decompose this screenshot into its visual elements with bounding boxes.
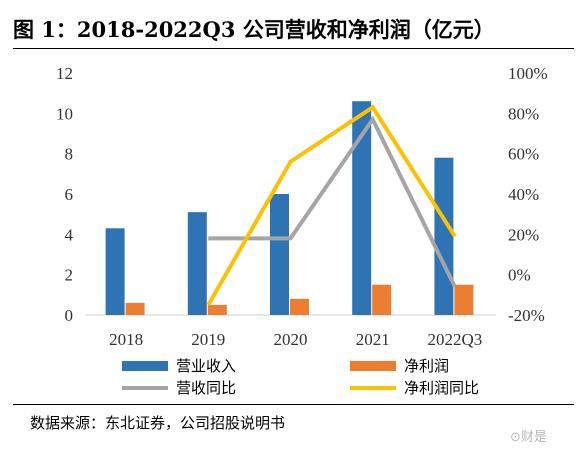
x-tick-label: 2021	[356, 330, 390, 349]
x-tick-label: 2018	[109, 330, 143, 349]
right-tick-label: 60%	[508, 145, 539, 164]
bar-净利润-2019	[207, 304, 227, 315]
x-tick-label: 2022Q3	[428, 330, 483, 349]
left-tick-label: 12	[56, 64, 73, 83]
right-tick-label: 80%	[508, 104, 539, 123]
line-营收同比	[208, 115, 457, 288]
left-tick-label: 6	[65, 185, 74, 204]
right-tick-label: 20%	[508, 225, 539, 244]
legend-swatch-净利润	[350, 361, 396, 371]
legend-swatch-营业收入	[122, 361, 168, 371]
line-净利润同比	[206, 104, 457, 306]
bar-营业收入-2020	[270, 194, 289, 315]
bar-营业收入-2021	[352, 101, 372, 315]
legend-label-净利润同比: 净利润同比	[404, 379, 479, 397]
bar-营业收入-2019	[187, 212, 207, 315]
right-tick-label: -20%	[508, 306, 545, 325]
bar-净利润-2018	[125, 302, 145, 315]
right-tick-label: 100%	[508, 64, 548, 83]
right-tick-label: 0%	[508, 266, 531, 285]
legend-label-营收同比: 营收同比	[176, 379, 236, 397]
legend-label-营业收入: 营业收入	[176, 357, 236, 375]
bar-营业收入-2018	[105, 228, 125, 315]
left-tick-label: 8	[65, 145, 74, 164]
bar-净利润-2020	[290, 298, 309, 315]
tick-labels: 0 2 4 6 8 10 12 -20% 0% 20% 40% 60% 80% 100% 2018 2019 2…	[56, 64, 548, 349]
bar-净利润-2022Q3	[454, 284, 474, 315]
left-tick-label: 0	[65, 306, 74, 325]
bar-营业收入-2022Q3	[434, 157, 454, 315]
bar-净利润-2021	[372, 284, 392, 315]
source-rule	[13, 404, 574, 405]
x-tick-label: 2019	[191, 330, 225, 349]
legend-label-净利润: 净利润	[404, 357, 449, 375]
left-tick-label: 2	[65, 266, 74, 285]
source-note: 数据来源：东北证券，公司招股说明书	[30, 414, 286, 432]
title-rule	[13, 48, 574, 49]
left-tick-label: 4	[65, 225, 74, 244]
left-tick-label: 10	[56, 104, 73, 123]
figure-title: 图 1：2018-2022Q3 公司营收和净利润（亿元）	[13, 17, 495, 42]
line-series	[206, 104, 457, 306]
watermark-logo: ⊙财是	[510, 430, 547, 445]
right-tick-label: 40%	[508, 185, 539, 204]
x-tick-label: 2020	[274, 330, 308, 349]
